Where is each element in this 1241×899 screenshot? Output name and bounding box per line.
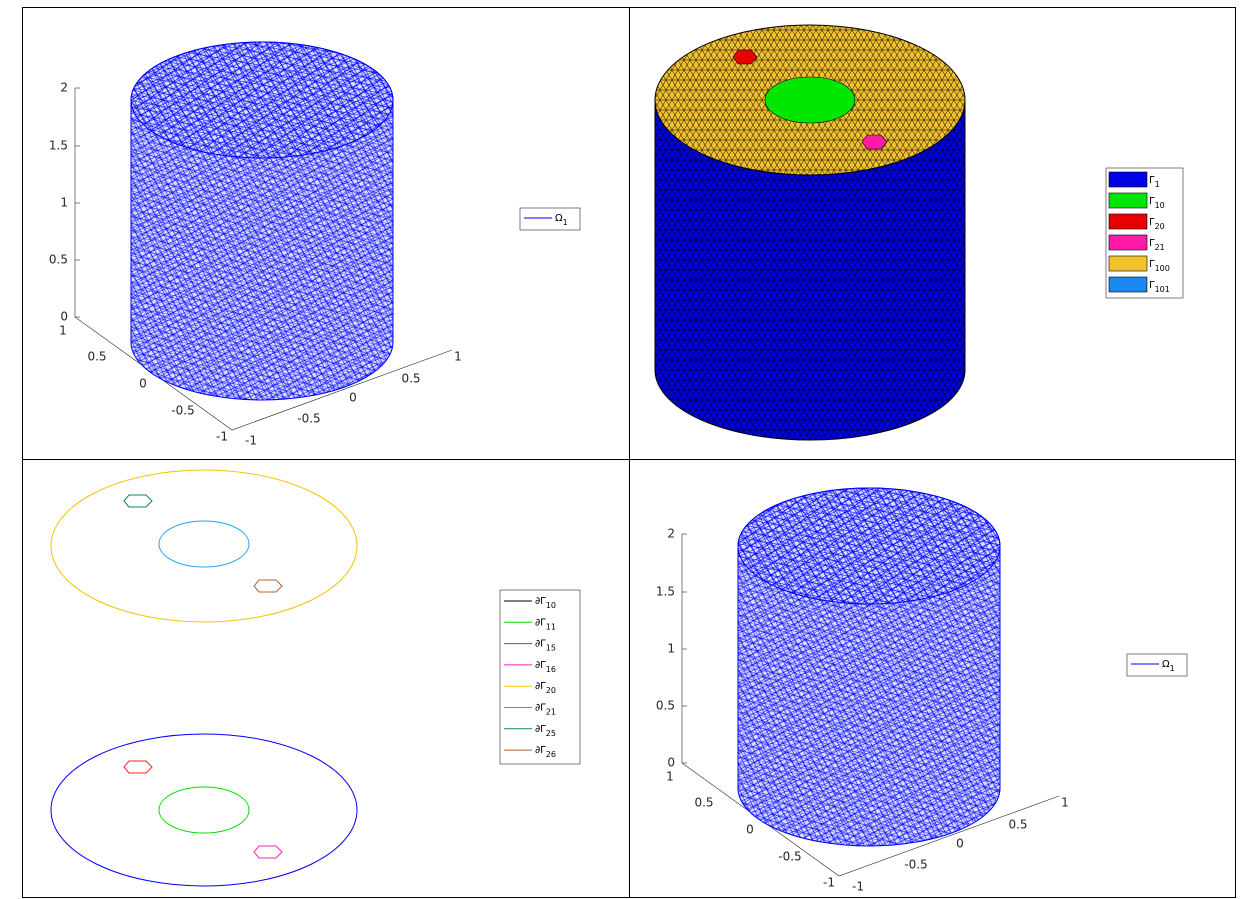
z-tick-label: 2 bbox=[60, 81, 68, 95]
x-tick-label: 0 bbox=[956, 837, 964, 851]
legend-subscript: 16 bbox=[546, 664, 556, 673]
y-tick-label: -0.5 bbox=[778, 850, 801, 864]
legend: Ω1 bbox=[1127, 654, 1187, 676]
legend-subscript: 1 bbox=[1155, 180, 1160, 189]
z-tick-label: 0 bbox=[667, 756, 675, 770]
legend-symbol: ∂Γ bbox=[535, 660, 546, 671]
legend-box bbox=[500, 590, 580, 764]
legend-subscript: 21 bbox=[546, 707, 556, 716]
legend-subscript: 101 bbox=[1155, 285, 1170, 294]
x-tick-label: -1 bbox=[245, 434, 257, 448]
y-tick-label: 0.5 bbox=[87, 350, 106, 364]
legend-subscript: 10 bbox=[546, 601, 556, 610]
legend-symbol: ∂Γ bbox=[535, 681, 546, 692]
z-tick-label: 1.5 bbox=[49, 139, 68, 153]
legend-swatch bbox=[1109, 235, 1147, 250]
boundary-cylinder bbox=[655, 25, 965, 440]
legend-subscript: 20 bbox=[1155, 222, 1165, 231]
legend-subscript: 100 bbox=[1155, 264, 1170, 273]
z-tick-label: 1.5 bbox=[656, 585, 675, 599]
legend-subscript: 11 bbox=[546, 622, 556, 631]
z-tick-label: 0.5 bbox=[49, 253, 68, 267]
legend-box bbox=[520, 208, 580, 230]
x-tick-label: -1 bbox=[852, 880, 864, 894]
legend-subscript: 1 bbox=[1170, 664, 1175, 673]
y-tick-label: -1 bbox=[216, 430, 228, 444]
legend-symbol: ∂Γ bbox=[535, 703, 546, 714]
legend-symbol: ∂Γ bbox=[535, 617, 546, 628]
mesh-plot: 0 0.5 1 1.5 2 -1 -0.5 0 0.5 1 -1 -0.5 0 0.5 1 bbox=[49, 42, 462, 448]
legend-subscript: 21 bbox=[1155, 243, 1165, 252]
z-tick-label: 0 bbox=[60, 310, 68, 324]
figure: 00.511.52-1-0.500.51-1-0.500.51Ω100.511.… bbox=[0, 0, 1241, 899]
y-tick-label: 0 bbox=[139, 377, 147, 391]
legend-subscript: 26 bbox=[546, 750, 556, 759]
legend-swatch bbox=[1109, 256, 1147, 271]
x-tick-label: 0.5 bbox=[1008, 818, 1027, 832]
page: 00.511.52-1-0.500.51-1-0.500.51Ω100.511.… bbox=[0, 0, 1241, 899]
z-tick-label: 0.5 bbox=[656, 699, 675, 713]
legend-subscript: 20 bbox=[546, 686, 556, 695]
legend: Ω1 bbox=[520, 208, 580, 230]
x-tick-label: 1 bbox=[454, 350, 462, 364]
legend-subscript: 10 bbox=[1155, 201, 1165, 210]
x-tick-label: -0.5 bbox=[904, 858, 927, 872]
y-tick-label: -1 bbox=[823, 876, 835, 890]
z-tick-label: 1 bbox=[667, 642, 675, 656]
legend-swatch bbox=[1109, 277, 1147, 292]
legend-symbol: ∂Γ bbox=[535, 724, 546, 735]
x-tick-label: 0.5 bbox=[401, 372, 420, 386]
legend: ∂Γ10∂Γ11∂Γ15∂Γ16∂Γ20∂Γ21∂Γ25∂Γ26 bbox=[500, 590, 580, 764]
y-tick-label: -0.5 bbox=[171, 404, 194, 418]
z-tick-label: 1 bbox=[60, 196, 68, 210]
legend-subscript: 1 bbox=[563, 218, 568, 227]
legend-box bbox=[1127, 654, 1187, 676]
y-tick-label: 1 bbox=[59, 324, 67, 338]
legend-symbol: ∂Γ bbox=[535, 596, 546, 607]
x-tick-label: 1 bbox=[1061, 796, 1069, 810]
legend-subscript: 25 bbox=[546, 728, 556, 737]
legend-swatch bbox=[1109, 214, 1147, 229]
y-tick-label: 1 bbox=[666, 770, 674, 784]
mesh-top bbox=[131, 42, 393, 158]
legend-swatch bbox=[1109, 172, 1147, 187]
legend-symbol: ∂Γ bbox=[535, 745, 546, 756]
legend-subscript: 15 bbox=[546, 643, 556, 652]
legend-swatch bbox=[1109, 193, 1147, 208]
boundary-curves bbox=[51, 470, 357, 886]
legend-symbol: ∂Γ bbox=[535, 639, 546, 650]
y-tick-label: 0.5 bbox=[694, 796, 713, 810]
z-tick-label: 2 bbox=[667, 527, 675, 541]
mesh-top bbox=[738, 488, 1000, 604]
x-tick-label: -0.5 bbox=[297, 412, 320, 426]
x-tick-label: 0 bbox=[349, 391, 357, 405]
y-tick-label: 0 bbox=[746, 823, 754, 837]
mesh-plot: 0 0.5 1 1.5 2 -1 -0.5 0 0.5 1 -1 -0.5 0 0.5 1 bbox=[656, 488, 1069, 894]
